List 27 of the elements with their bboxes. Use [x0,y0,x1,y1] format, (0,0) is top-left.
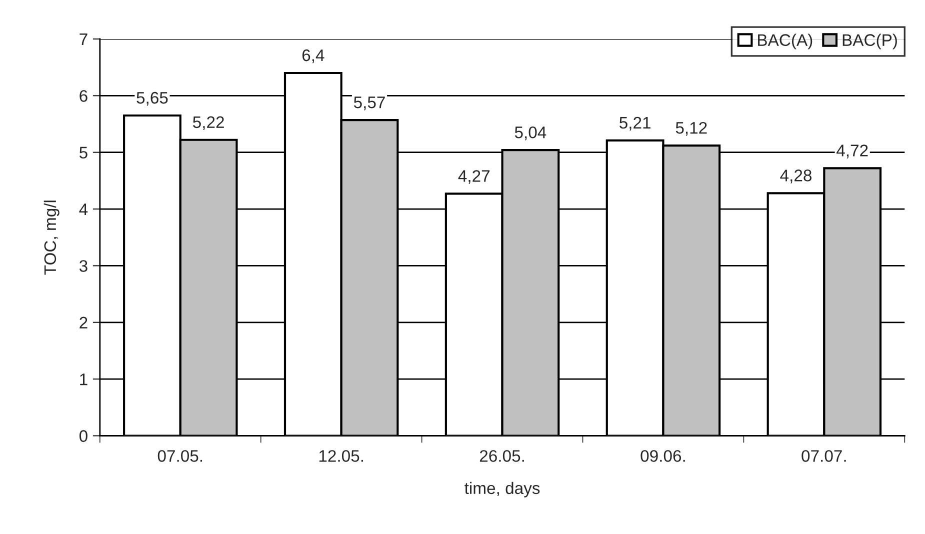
legend-label: BAC(A) [758,34,812,50]
x-tick-label: 07.05. [158,450,202,462]
data-label: 6,4 [302,49,324,64]
legend-label: BAC(P) [842,34,897,50]
data-label: 5,04 [514,126,546,140]
y-tick-label: 2 [80,316,88,328]
data-label: 4,27 [458,170,490,184]
y-axis-title: TOC, mg/l [44,200,60,275]
data-label: 4,72 [836,144,868,158]
data-label: 5,57 [354,96,385,110]
x-tick-label: 12.05. [319,450,363,462]
y-tick-label: 4 [79,204,88,216]
y-tick-label: 1 [80,374,88,386]
y-tick-label: 3 [79,260,88,272]
data-label: 5,21 [620,116,650,131]
data-label: 4,28 [780,170,812,184]
y-tick-label: 5 [79,146,88,159]
y-tick-label: 6 [80,90,88,102]
x-tick-label: 07.07. [802,450,846,462]
data-label: 5,22 [192,116,224,130]
x-tick-label: 09.06. [640,450,685,462]
data-label: 5,12 [676,122,707,136]
x-axis-title: time, days [464,482,540,498]
data-label: 5,65 [136,92,168,106]
y-tick-label: 0 [79,430,88,442]
y-tick-label: 7 [80,34,88,46]
x-tick-label: 26.05. [480,450,524,462]
